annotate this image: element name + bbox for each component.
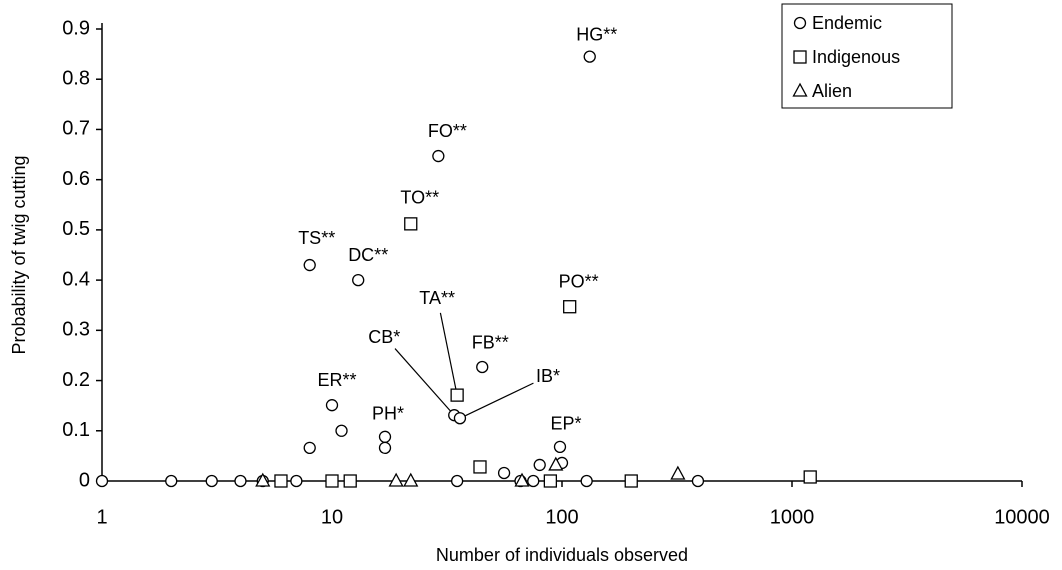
- point-label: ER**: [317, 370, 356, 390]
- point: [378, 430, 392, 443]
- y-tick-label: 0.9: [62, 17, 90, 39]
- point-label: PH*: [372, 404, 404, 424]
- x-tick-label: 1: [96, 506, 107, 528]
- point: [497, 466, 511, 480]
- point: [165, 474, 178, 488]
- point: [450, 388, 464, 402]
- leader-line: [465, 382, 534, 417]
- legend-label: Alien: [812, 81, 852, 101]
- point-label: DC**: [348, 245, 388, 265]
- legend-box: [781, 3, 953, 109]
- leader-line: [394, 348, 451, 412]
- legend-marker: [792, 82, 808, 97]
- y-tick-label: 0.7: [62, 118, 90, 140]
- point-label: TA**: [419, 288, 455, 308]
- point: [343, 474, 357, 488]
- point: [303, 441, 316, 455]
- y-tick-label: 0.6: [62, 168, 90, 190]
- point: [388, 472, 404, 487]
- y-axis-title: Probability of twig cutting: [9, 155, 29, 354]
- x-tick-label: 10000: [994, 506, 1050, 528]
- point: [527, 474, 540, 488]
- y-tick-label: 0.8: [62, 68, 90, 90]
- point: [303, 258, 316, 272]
- point: [255, 472, 271, 487]
- legend-label: Endemic: [812, 13, 882, 33]
- y-tick-label: 0.2: [62, 369, 90, 391]
- point: [450, 474, 464, 488]
- point: [473, 460, 487, 474]
- legend-marker: [793, 16, 807, 30]
- point-label: FB**: [472, 333, 509, 353]
- point: [624, 474, 638, 488]
- point: [352, 273, 365, 287]
- point-label: EP*: [550, 414, 581, 434]
- y-tick-label: 0.3: [62, 319, 90, 341]
- x-tick-label: 1000: [770, 506, 815, 528]
- point-label: HG**: [576, 24, 617, 44]
- point: [548, 456, 564, 471]
- x-tick-label: 10: [321, 506, 343, 528]
- x-tick-label: 100: [545, 506, 578, 528]
- point: [432, 149, 445, 163]
- point: [95, 474, 109, 488]
- y-tick-label: 0.5: [62, 218, 90, 240]
- x-axis-title: Number of individuals observed: [436, 545, 688, 565]
- point: [533, 458, 546, 472]
- legend-marker: [793, 50, 807, 64]
- point: [583, 50, 596, 63]
- point-label: FO**: [428, 121, 467, 141]
- point: [476, 360, 489, 374]
- point: [403, 472, 419, 487]
- point: [803, 470, 817, 484]
- y-tick-label: 0.1: [62, 419, 90, 441]
- legend-label: Indigenous: [812, 47, 900, 67]
- point: [205, 474, 218, 488]
- point-label: TO**: [400, 188, 439, 208]
- point: [563, 300, 577, 314]
- y-tick-label: 0: [79, 469, 90, 491]
- y-tick-label: 0.4: [62, 268, 90, 290]
- point: [580, 474, 593, 488]
- point: [325, 474, 339, 488]
- point: [325, 399, 339, 412]
- point: [378, 441, 392, 455]
- point-label: PO**: [559, 271, 599, 291]
- point: [514, 472, 530, 487]
- point: [290, 474, 303, 488]
- point-label: CB*: [368, 327, 400, 347]
- point-label: TS**: [298, 228, 335, 248]
- point: [335, 424, 348, 437]
- leader-line: [439, 312, 457, 390]
- point: [234, 474, 247, 488]
- point: [691, 474, 705, 488]
- point: [543, 474, 558, 488]
- point: [453, 412, 467, 425]
- point: [670, 465, 686, 480]
- point: [553, 440, 567, 453]
- point: [404, 217, 418, 231]
- point: [274, 474, 288, 488]
- point-label: IB*: [536, 366, 560, 386]
